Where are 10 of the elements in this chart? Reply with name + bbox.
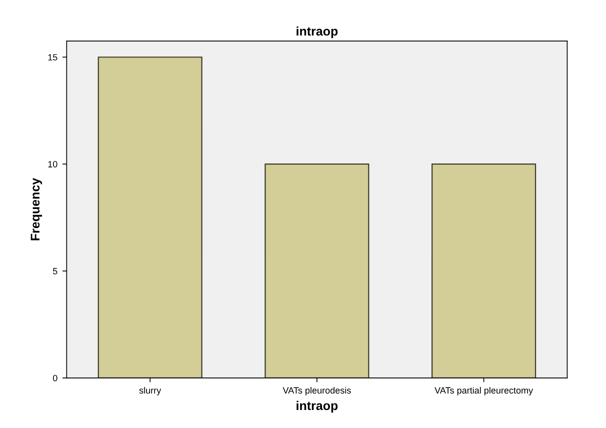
y-tick-label: 5 (52, 268, 58, 274)
x-tick-label: VATs partial pleurectomy (434, 386, 534, 396)
x-tick-label: slurry (139, 386, 162, 396)
x-axis-title: intraop (296, 400, 338, 413)
y-tick-label: 10 (48, 161, 58, 168)
y-tick-label: 0 (52, 374, 58, 382)
y-tick-label: 15 (48, 54, 58, 60)
y-axis-title: Frequency (30, 178, 42, 240)
x-tick-label: VATs pleurodesis (282, 386, 351, 396)
chart-title: intraop (296, 26, 338, 38)
